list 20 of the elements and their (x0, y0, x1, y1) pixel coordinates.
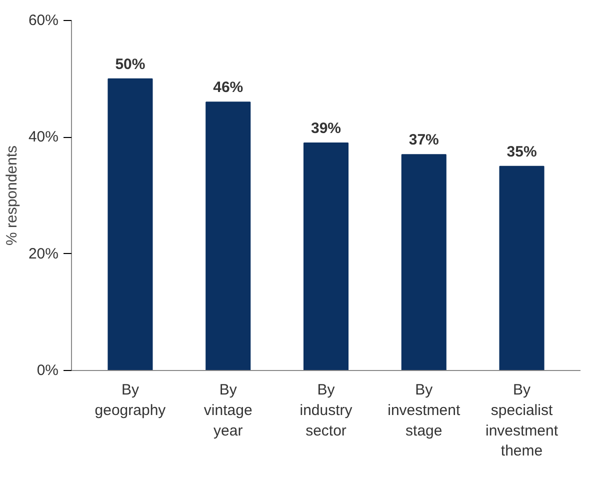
y-axis-title: % respondents (3, 145, 20, 246)
y-tick-label: 40% (28, 128, 59, 146)
y-tick-label: 60% (28, 12, 59, 29)
x-tick-label: By investment stage (388, 382, 461, 440)
bar (108, 78, 153, 370)
bar (401, 154, 446, 370)
data-label: 50% (115, 56, 146, 73)
bar (303, 142, 349, 370)
bar (499, 166, 544, 370)
x-tick-label: By specialist investment theme (486, 382, 559, 460)
data-label: 39% (310, 120, 342, 137)
data-label: 37% (408, 132, 439, 149)
data-label: 46% (213, 79, 244, 96)
data-label: 35% (506, 143, 537, 160)
bar (206, 102, 251, 370)
y-tick-label: 0% (36, 362, 59, 379)
y-tick-label: 20% (28, 245, 59, 262)
x-tick-label: By industry sector (300, 382, 353, 440)
x-tick-label: By vintage year (204, 382, 252, 440)
x-tick-label: By geography (94, 382, 166, 419)
